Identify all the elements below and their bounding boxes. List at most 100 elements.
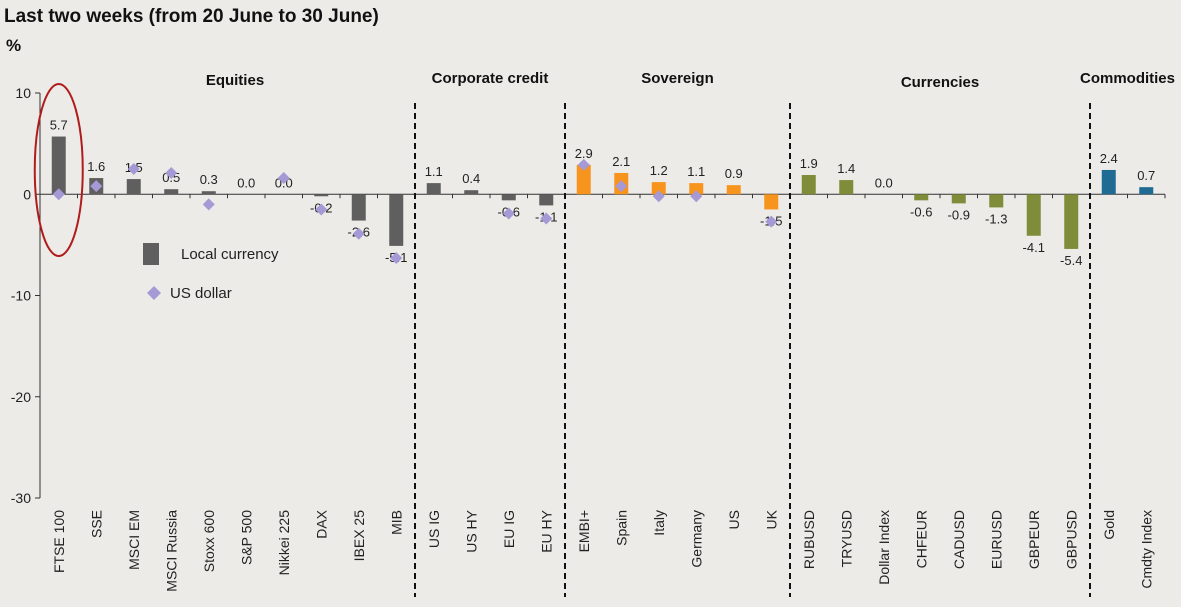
bar-rubusd — [801, 175, 816, 195]
category-label: IBEX 25 — [351, 510, 367, 562]
category-label: EU IG — [501, 510, 517, 548]
legend-label-us-dollar: US dollar — [170, 285, 232, 302]
category-label: Italy — [651, 510, 667, 536]
bar-us — [726, 185, 741, 195]
bar-gold — [1101, 169, 1116, 195]
category-label: DAX — [313, 509, 329, 538]
category-label: CADUSD — [951, 510, 967, 569]
data-label: 0.0 — [875, 175, 893, 190]
group-label-currencies: Currencies — [901, 74, 979, 91]
bar-dax — [314, 194, 329, 197]
category-label: Cmdty Index — [1138, 510, 1154, 589]
data-label: 0.4 — [462, 171, 480, 186]
category-label: US HY — [463, 509, 479, 552]
usd-marker — [615, 180, 628, 193]
bar-mib — [389, 194, 404, 246]
usd-marker — [52, 188, 65, 201]
usd-marker — [315, 203, 328, 216]
data-label: -5.4 — [1060, 253, 1082, 268]
category-label: GBPUSD — [1063, 510, 1079, 569]
bar-us-ig — [426, 183, 441, 195]
category-label: SSE — [88, 510, 104, 538]
legend-swatch-local-currency — [143, 243, 159, 265]
legend-swatch-us-dollar — [147, 286, 161, 300]
y-tick-label: -10 — [11, 288, 31, 304]
data-label: -4.1 — [1023, 240, 1045, 255]
bar-eurusd — [989, 194, 1004, 208]
data-label: 1.6 — [87, 159, 105, 174]
bar-ftse-100 — [51, 136, 66, 195]
category-label: US — [726, 510, 742, 529]
bar-msci-russia — [164, 189, 179, 195]
category-label: UK — [763, 509, 779, 529]
y-unit-label: % — [6, 36, 22, 55]
group-label-sovereign: Sovereign — [641, 70, 714, 87]
data-label: 1.1 — [425, 164, 443, 179]
data-label: 5.7 — [50, 118, 68, 133]
data-label: -0.6 — [910, 204, 932, 219]
category-label: Germany — [688, 510, 704, 568]
category-label: MSCI Russia — [163, 510, 179, 592]
usd-marker — [765, 215, 778, 228]
data-label: 0.7 — [1137, 168, 1155, 183]
usd-marker — [540, 212, 553, 225]
category-label: EURUSD — [988, 510, 1004, 569]
usd-marker — [690, 190, 703, 203]
y-tick-label: -30 — [11, 490, 31, 506]
bar-gbpusd — [1064, 194, 1079, 249]
data-label: 1.1 — [687, 164, 705, 179]
category-label: Nikkei 225 — [276, 510, 292, 576]
category-label: MIB — [388, 510, 404, 535]
category-label: S&P 500 — [238, 510, 254, 565]
bar-stoxx-600 — [201, 191, 216, 195]
highlight-ellipse — [33, 83, 84, 257]
bar-eu-ig — [501, 194, 516, 201]
category-label: US IG — [426, 510, 442, 548]
usd-marker — [352, 227, 365, 240]
group-label-corporate-credit: Corporate credit — [432, 70, 549, 87]
y-tick-label: -20 — [11, 389, 31, 405]
data-label: 1.4 — [837, 161, 855, 176]
bar-chfeur — [914, 194, 929, 201]
usd-marker — [127, 162, 140, 175]
category-label: Gold — [1101, 510, 1117, 540]
bar-eu-hy — [539, 194, 554, 206]
category-label: GBPEUR — [1026, 510, 1042, 569]
usd-marker — [502, 207, 515, 220]
category-label: FTSE 100 — [51, 510, 67, 573]
bar-cadusd — [951, 194, 966, 204]
category-label: EU HY — [538, 509, 554, 552]
data-label: 0.9 — [725, 166, 743, 181]
data-label: 1.9 — [800, 156, 818, 171]
category-label: Stoxx 600 — [201, 510, 217, 572]
group-label-equities: Equities — [206, 72, 264, 89]
bar-germany — [689, 183, 704, 195]
bar-cmdty-index — [1139, 187, 1154, 195]
bar-uk — [764, 194, 779, 210]
usd-marker — [277, 172, 290, 185]
usd-marker — [652, 190, 665, 203]
category-label: Spain — [613, 510, 629, 546]
y-tick-label: 0 — [23, 186, 31, 202]
data-label: 2.4 — [1100, 151, 1118, 166]
y-tick-label: 10 — [15, 85, 31, 101]
group-label-commodities: Commodities — [1080, 70, 1175, 87]
data-label: 2.1 — [612, 154, 630, 169]
category-label: EMBI+ — [576, 510, 592, 552]
bar-tryusd — [839, 180, 854, 195]
usd-marker — [90, 180, 103, 193]
data-label: 1.2 — [650, 163, 668, 178]
data-label: -1.3 — [985, 211, 1007, 226]
data-label: -0.9 — [948, 207, 970, 222]
legend-label-local-currency: Local currency — [181, 246, 279, 263]
category-label: Dollar Index — [876, 510, 892, 585]
category-label: CHFEUR — [913, 510, 929, 568]
chart-title: Last two weeks (from 20 June to 30 June) — [4, 6, 379, 27]
data-label: 2.9 — [575, 146, 593, 161]
bar-embi- — [576, 164, 591, 195]
usd-marker — [202, 198, 215, 211]
bar-us-hy — [464, 190, 479, 195]
category-label: RUBUSD — [801, 510, 817, 569]
bar-ibex-25 — [351, 194, 366, 221]
